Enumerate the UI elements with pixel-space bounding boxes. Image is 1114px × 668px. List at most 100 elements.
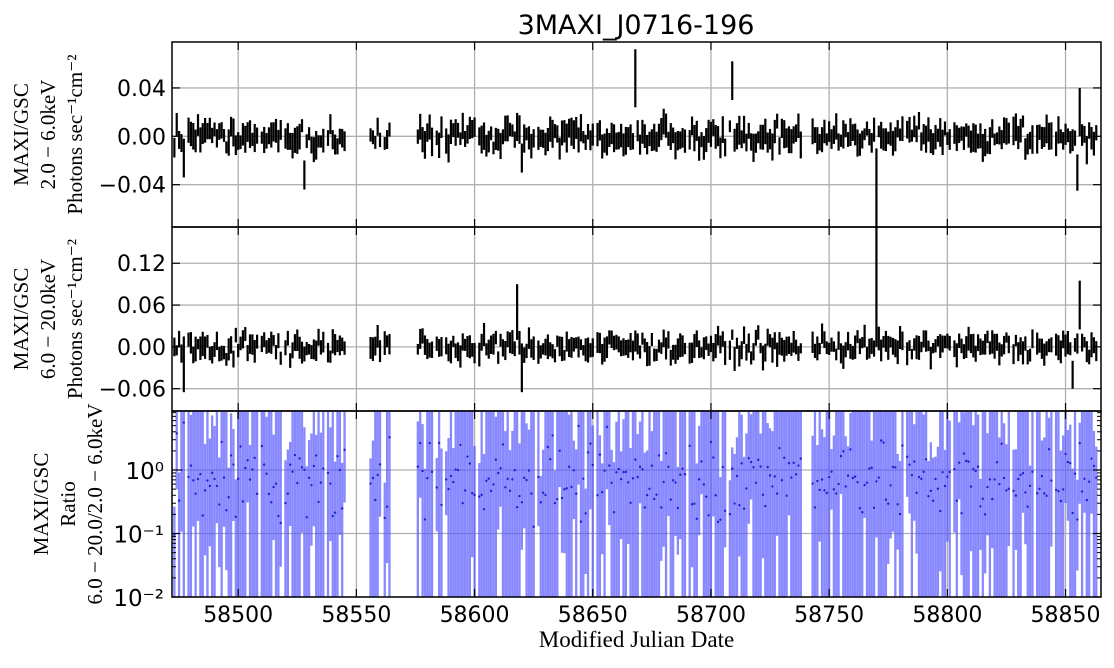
y-axis-label-line: Photons sec⁻¹cm⁻² [63,54,87,214]
ratio-point [430,470,434,474]
ratio-point [839,454,843,458]
ratio-point [537,475,540,479]
ratio-point [530,492,533,495]
ratio-point [523,476,526,480]
ratio-point [863,483,866,487]
ratio-point [1028,484,1032,488]
ratio-point [872,506,876,510]
ratio-point [1043,492,1046,495]
ratio-point [463,489,467,492]
ratio-point [227,496,230,499]
ratio-point [794,473,798,476]
ratio-point [669,498,672,501]
ratio-point [837,482,840,486]
ratio-point [478,495,481,498]
ratio-point [775,492,779,495]
ratio-point [1012,489,1015,493]
ratio-point [645,493,649,497]
ratio-point [319,481,323,484]
ratio-point [1069,461,1072,465]
ratio-point [468,462,472,465]
ratio-point [827,475,831,479]
ratio-point [310,483,313,487]
ratio-point [551,434,554,437]
ratio-point [331,514,334,518]
ratio-point [1050,479,1053,482]
ratio-point [976,465,980,468]
ratio-point [693,502,696,505]
ratio-point [705,495,708,498]
ratio-point [210,471,214,475]
ratio-point [459,443,462,447]
ratio-point [232,463,235,466]
ratio-point [1045,494,1048,498]
ratio-point [244,466,247,470]
ratio-point [908,463,911,466]
ratio-point [196,477,200,481]
ratio-point [253,456,256,460]
ratio-point [731,467,734,470]
ratio-point [229,454,233,457]
ratio-point [277,514,280,518]
axes: 10⁻² 10⁻¹ 10⁰ 58500 58550 58600 58650 58700 5875… [113,410,1102,628]
ratio-point [778,446,781,450]
x-tick-label: 58700 [676,603,746,628]
ratio-point [991,497,994,501]
ratio-point [879,439,883,442]
ratio-point [877,476,880,479]
ratio-point [177,499,181,502]
ratio-point [707,514,710,517]
ratio-point [619,477,623,481]
ratio-point [735,474,739,478]
ratio-point [312,464,316,468]
ratio-point [719,518,722,521]
ratio-point [374,498,377,502]
ratio-point [761,493,765,497]
ratio-point [194,492,197,495]
plot-area [173,49,1098,227]
ratio-point [213,477,216,481]
ratio-point [650,464,654,467]
ratio-point [187,475,190,479]
ratio-point [1087,480,1091,483]
ratio-point [679,473,682,476]
ratio-point [1002,476,1006,480]
ratio-point [296,481,299,485]
ratio-point [527,469,531,472]
panel-hardness-ratio: 10⁻² 10⁻¹ 10⁰ 58500 58550 58600 58650 58700 5875… [29,403,1102,652]
ratio-point [338,468,342,472]
axes: −0.06 0.00 0.06 0.12 [99,226,1102,412]
ratio-point [688,444,691,448]
ratio-point [674,481,677,484]
ratio-point [965,459,968,463]
ratio-point [416,465,420,468]
ratio-point [653,497,656,501]
ratio-point [832,488,836,491]
ratio-point [818,488,821,492]
ratio-point [1064,452,1067,456]
ratio-point [887,502,890,505]
ratio-point [745,487,748,490]
ratio-point [267,492,271,496]
ratio-point [489,489,493,493]
ratio-point [1007,487,1011,491]
ratio-point [927,495,930,498]
ratio-point [1000,442,1003,446]
y-tick-label: 10⁻² [113,586,164,612]
ratio-point [943,484,947,488]
ratio-point [260,444,264,448]
ratio-point [570,485,573,489]
ratio-point [754,481,758,484]
ratio-point [471,491,474,495]
ratio-point [369,482,372,485]
y-tick-label: 0.04 [117,77,166,102]
ratio-point [820,478,824,481]
ratio-point [993,478,996,481]
ratio-point [816,479,819,483]
ratio-point [532,525,535,528]
ratio-point [466,455,469,458]
x-tick-label: 58750 [794,603,864,628]
ratio-point [634,458,637,461]
ratio-point [728,513,732,516]
